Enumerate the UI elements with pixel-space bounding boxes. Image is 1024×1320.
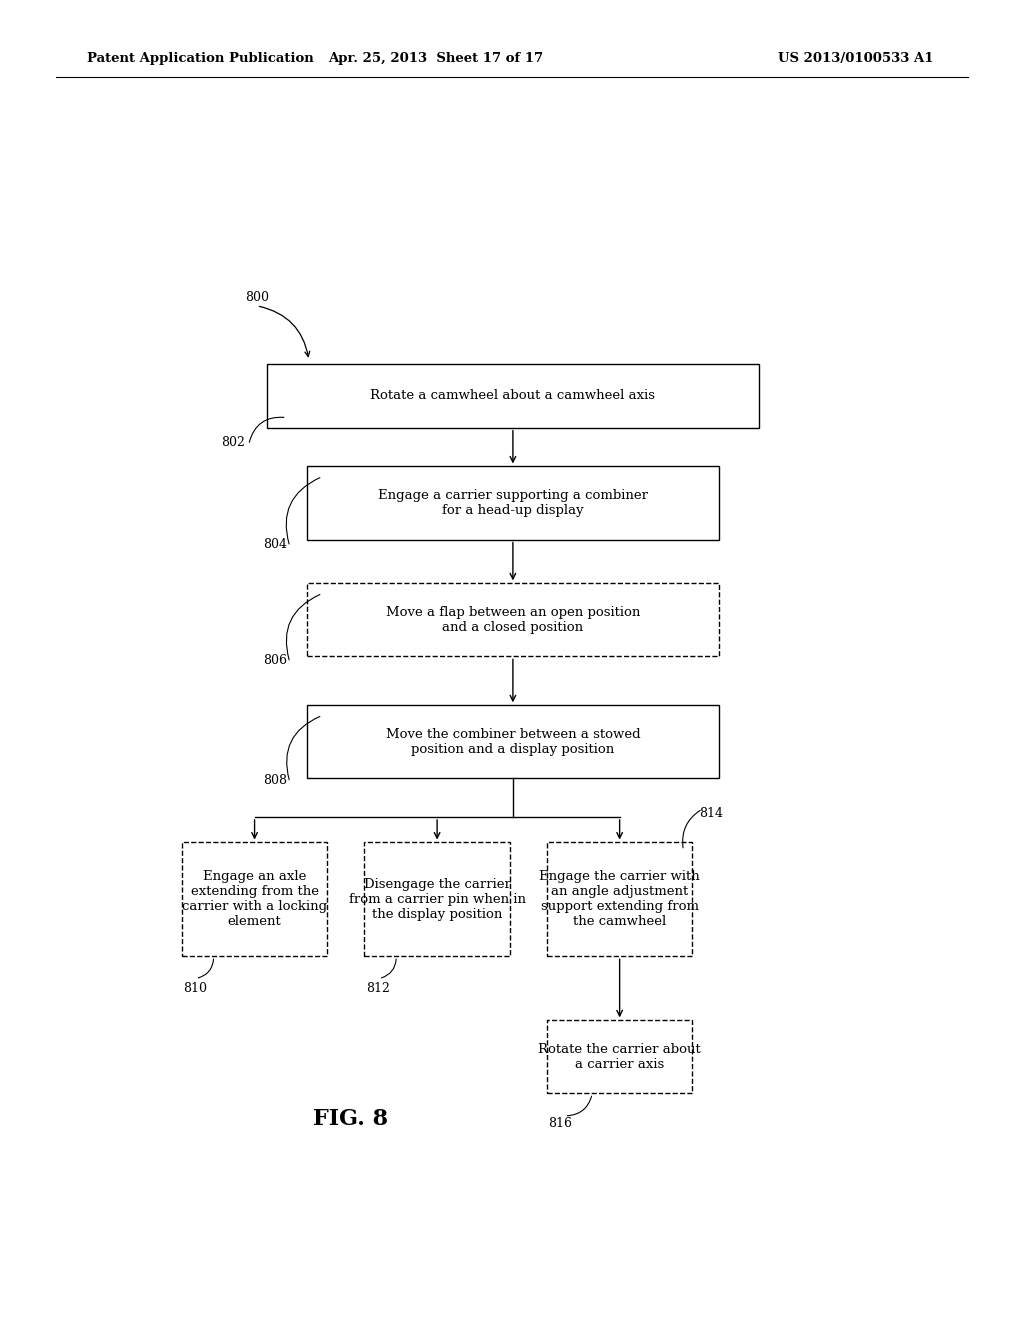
Text: Apr. 25, 2013  Sheet 17 of 17: Apr. 25, 2013 Sheet 17 of 17 [328, 51, 543, 65]
Bar [306, 583, 719, 656]
Text: 816: 816 [549, 1117, 572, 1130]
Text: 812: 812 [367, 982, 390, 995]
Bar [547, 1020, 692, 1093]
Bar [547, 842, 692, 956]
Text: 800: 800 [246, 290, 269, 304]
Text: Disengage the carrier
from a carrier pin when in
the display position: Disengage the carrier from a carrier pin… [348, 878, 525, 921]
Text: 802: 802 [221, 437, 246, 450]
Bar [306, 466, 719, 540]
Text: Engage the carrier with
an angle adjustment
support extending from
the camwheel: Engage the carrier with an angle adjustm… [540, 870, 700, 928]
Text: Move the combiner between a stowed
position and a display position: Move the combiner between a stowed posit… [386, 727, 640, 756]
Text: FIG. 8: FIG. 8 [312, 1107, 388, 1130]
Text: Rotate the carrier about
a carrier axis: Rotate the carrier about a carrier axis [539, 1043, 701, 1071]
Bar [306, 705, 719, 779]
Text: 808: 808 [263, 774, 287, 787]
Text: Rotate a camwheel about a camwheel axis: Rotate a camwheel about a camwheel axis [371, 389, 655, 403]
Bar [365, 842, 510, 956]
Text: 814: 814 [699, 807, 723, 820]
Text: 804: 804 [263, 539, 287, 552]
Text: Engage an axle
extending from the
carrier with a locking
element: Engage an axle extending from the carrie… [182, 870, 327, 928]
Text: Patent Application Publication: Patent Application Publication [87, 51, 313, 65]
Text: Move a flap between an open position
and a closed position: Move a flap between an open position and… [386, 606, 640, 634]
Text: 810: 810 [183, 982, 208, 995]
Text: Engage a carrier supporting a combiner
for a head-up display: Engage a carrier supporting a combiner f… [378, 488, 648, 517]
Text: US 2013/0100533 A1: US 2013/0100533 A1 [778, 51, 934, 65]
Bar [267, 364, 759, 428]
Bar [182, 842, 328, 956]
Text: 806: 806 [263, 653, 287, 667]
